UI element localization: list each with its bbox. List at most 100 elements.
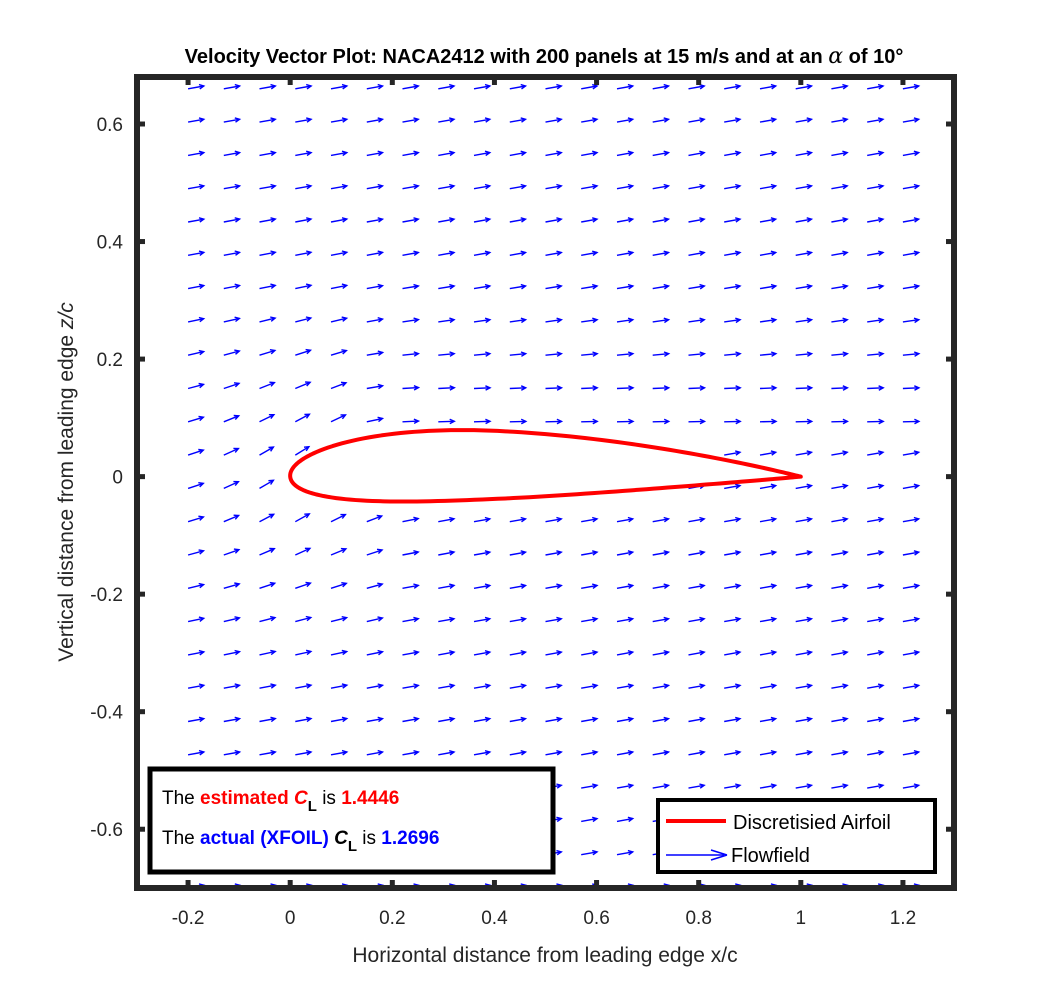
flowfield-arrow <box>616 319 633 323</box>
annotation-estimated-mid: is <box>317 788 341 809</box>
flowfield-arrow <box>688 285 705 290</box>
flowfield-arrowhead <box>413 683 420 689</box>
flowfield-arrowhead <box>198 349 206 356</box>
flowfield-arrow <box>652 251 669 256</box>
flowfield-arrowhead <box>770 683 778 689</box>
flowfield-arrowhead <box>198 448 205 455</box>
flowfield-arrow <box>759 484 776 490</box>
flowfield-arrowhead <box>556 117 563 123</box>
flowfield-arrowhead <box>877 450 885 456</box>
flowfield-arrowhead <box>233 447 240 453</box>
flowfield-arrow <box>545 718 562 723</box>
flowfield-arrow <box>724 684 741 689</box>
flowfield-arrowhead <box>303 445 311 452</box>
flowfield-arrow <box>831 218 848 223</box>
flowfield-arrowhead <box>484 550 492 556</box>
flowfield-arrow <box>831 451 848 456</box>
flowfield-arrowhead <box>627 583 635 589</box>
flowfield-arrow <box>724 319 741 323</box>
flowfield-arrowhead <box>735 83 742 90</box>
flowfield-arrowhead <box>699 385 707 391</box>
flowfield-arrowhead <box>198 515 205 521</box>
flowfield-arrowhead <box>842 217 849 223</box>
flowfield-arrow <box>795 584 812 589</box>
flowfield-arrow <box>616 387 634 390</box>
flowfield-arrowhead <box>735 783 742 789</box>
flowfield-arrowhead <box>484 250 492 256</box>
flowfield-arrowhead <box>234 117 242 123</box>
flowfield-arrowhead <box>699 351 707 357</box>
flowfield-arrow <box>902 451 919 456</box>
flowfield-arrowhead <box>413 217 420 223</box>
flowfield-arrow <box>652 185 669 190</box>
flowfield-arrowhead <box>341 183 349 190</box>
chart-title-symbol: α <box>828 44 843 69</box>
flowfield-arrowhead <box>413 250 420 256</box>
flowfield-arrowhead <box>842 550 849 556</box>
flowfield-arrow <box>223 447 239 456</box>
flowfield-arrowhead <box>878 351 885 357</box>
flowfield-arrow <box>295 185 312 190</box>
flowfield-arrowhead <box>806 117 814 123</box>
flowfield-arrow <box>509 518 526 523</box>
flowfield-arrow <box>223 684 240 689</box>
flowfield-arrowhead <box>268 513 276 519</box>
flowfield-arrow <box>259 317 276 323</box>
flowfield-arrow <box>473 185 490 190</box>
flowfield-arrow <box>402 551 419 556</box>
flowfield-arrow <box>438 185 455 190</box>
flowfield-arrow <box>473 387 491 390</box>
flowfield-arrow <box>652 718 669 723</box>
flowfield-arrow <box>831 285 848 290</box>
flowfield-arrowhead <box>520 583 528 589</box>
flowfield-arrowhead <box>520 250 528 256</box>
flowfield-arrow <box>688 584 705 589</box>
flowfield-arrowhead <box>699 683 706 689</box>
flowfield-arrowhead <box>771 385 778 391</box>
flowfield-arrowhead <box>699 750 706 756</box>
flowfield-arrow <box>473 85 490 90</box>
flowfield-arrow <box>187 416 204 423</box>
flowfield-arrowhead <box>735 117 742 123</box>
flowfield-arrow <box>831 151 848 157</box>
flowfield-arrowhead <box>592 150 599 157</box>
flowfield-arrow <box>187 383 204 390</box>
flowfield-arrowhead <box>842 351 850 357</box>
flowfield-arrowhead <box>520 385 528 391</box>
x-tick-label: 1 <box>796 908 807 929</box>
legend-flowfield-label: Flowfield <box>731 845 810 867</box>
flowfield-arrowhead <box>449 650 456 656</box>
flowfield-arrow <box>831 784 848 789</box>
flowfield-arrowhead <box>449 418 456 425</box>
flowfield-arrowhead <box>770 250 778 256</box>
flowfield-arrowhead <box>556 250 563 256</box>
flowfield-arrow <box>330 414 346 423</box>
flowfield-arrow <box>473 618 490 623</box>
flowfield-arrowhead <box>234 316 241 323</box>
flowfield-arrow <box>759 784 776 789</box>
flowfield-arrow <box>902 751 919 756</box>
flowfield-arrowhead <box>270 250 277 256</box>
flowfield-arrowhead <box>234 150 242 157</box>
flowfield-arrowhead <box>556 816 563 823</box>
flowfield-arrow <box>581 319 598 323</box>
flowfield-arrowhead <box>806 183 814 190</box>
flowfield-arrowhead <box>269 581 277 588</box>
flowfield-arrow <box>330 118 347 123</box>
flowfield-arrowhead <box>234 83 242 90</box>
chart-title: Velocity Vector Plot: NACA2412 with 200 … <box>185 44 904 69</box>
flowfield-arrow <box>902 185 919 190</box>
flowfield-arrowhead <box>913 150 921 157</box>
flowfield-arrowhead <box>520 683 528 689</box>
flowfield-arrow <box>616 518 633 523</box>
flowfield-arrow <box>187 350 204 356</box>
flowfield-arrowhead <box>377 283 385 290</box>
x-axis-ticks: -0.2 0 0.2 0.4 0.6 0.8 1 1.2 <box>172 77 916 929</box>
flowfield-arrow <box>187 185 204 190</box>
flowfield-arrowhead <box>268 414 276 420</box>
flowfield-arrowhead <box>735 183 742 190</box>
flowfield-arrowhead <box>592 117 599 123</box>
flowfield-arrow <box>831 353 848 356</box>
flowfield-arrow <box>759 618 776 623</box>
flowfield-arrow <box>724 651 741 656</box>
